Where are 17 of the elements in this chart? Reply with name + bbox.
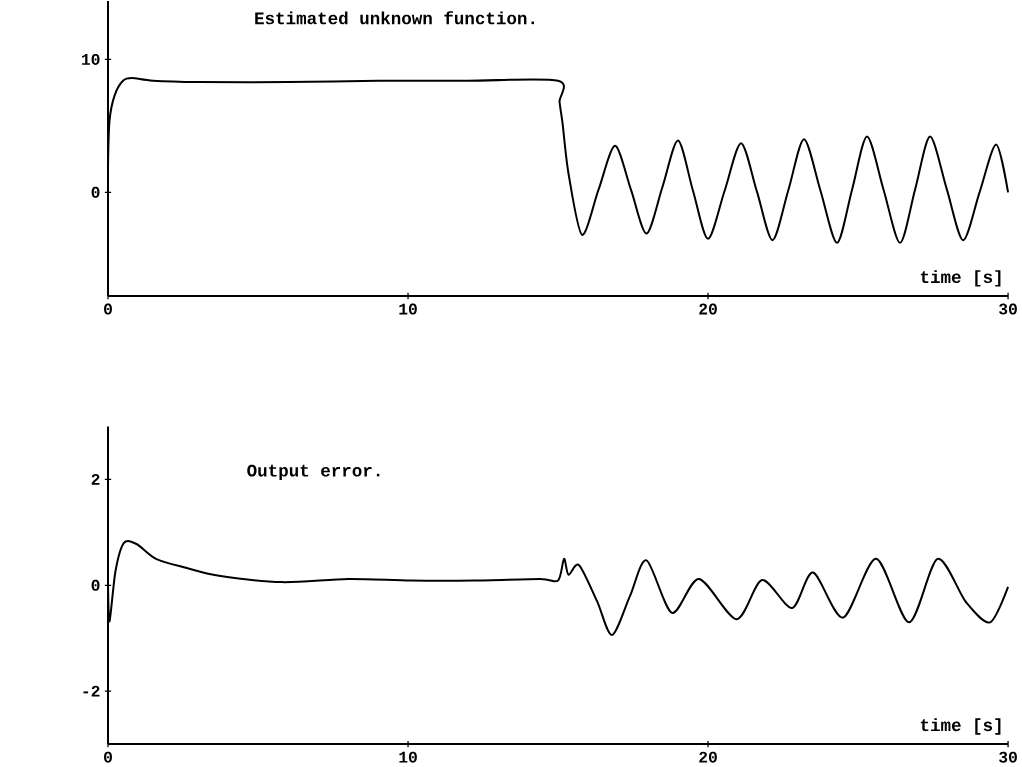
x-tick-label: 20 (699, 303, 717, 315)
y-tick-label: 0 (91, 186, 100, 198)
y-tick-label: -2 (83, 685, 100, 697)
x-axis-title: time [s] (920, 270, 1001, 287)
chart-title: Estimated unknown function. (255, 11, 534, 25)
x-tick-label: 30 (999, 751, 1017, 763)
x-tick-label: 20 (699, 751, 717, 763)
y-tick-label: 10 (82, 53, 100, 66)
x-tick-label: 30 (999, 303, 1017, 315)
x-tick-label: 10 (399, 751, 417, 763)
x-tick-label: 0 (104, 303, 112, 315)
x-axis-title: time [s] (920, 718, 1001, 735)
y-tick-label: 2 (91, 474, 100, 485)
y-tick-label: 0 (91, 579, 100, 591)
text: Output error. (247, 464, 380, 481)
x-tick-label: 0 (104, 751, 112, 763)
x-tick-label: 10 (399, 303, 417, 315)
